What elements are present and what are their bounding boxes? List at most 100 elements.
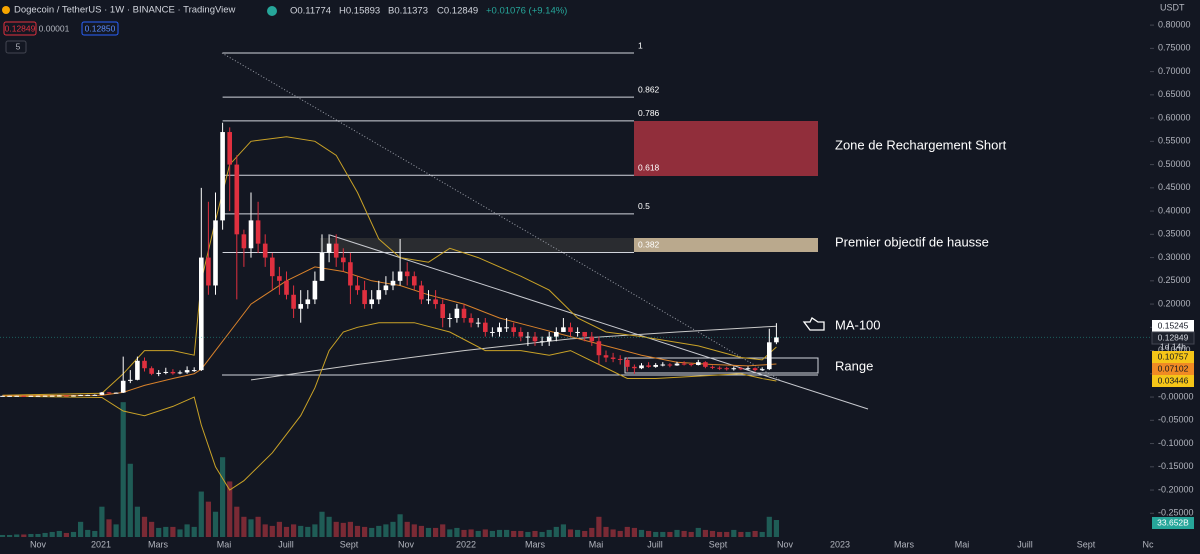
volume-bar [447, 529, 453, 537]
volume-bar [305, 526, 311, 537]
volume-bar [134, 506, 140, 537]
volume-bar [198, 491, 204, 537]
volume-bar [149, 521, 155, 537]
ohlc-value: B0.11373 [388, 6, 428, 17]
ohlc-value: H0.15893 [339, 6, 380, 17]
volume-bar [262, 524, 268, 537]
candle-body [64, 395, 69, 397]
volume-bar [70, 531, 77, 537]
volume-bar [184, 524, 190, 537]
indicator-line [2, 266, 777, 397]
candle-body [319, 252, 325, 281]
volume-bar [127, 463, 133, 537]
volume-bar [411, 524, 417, 537]
candle-body [355, 285, 360, 291]
volume-bar [539, 531, 545, 537]
x-tick-label: Nov [398, 539, 415, 549]
volume-bar [255, 516, 261, 537]
candle-body [582, 331, 587, 337]
volume-bar [212, 511, 219, 537]
candle-body [369, 299, 374, 305]
volume-bar [234, 506, 240, 537]
volume-bar [532, 530, 538, 537]
candle-body [653, 364, 658, 367]
symbol-title: Dogecoin / TetherUS · 1W · BINANCE · Tra… [14, 5, 236, 16]
candle-body [554, 331, 559, 337]
candle-body [681, 363, 687, 365]
x-tick-label: Sept [340, 539, 359, 549]
trend-line [329, 234, 869, 410]
candle-body [404, 271, 410, 277]
ohlc-value: O0.11774 [290, 6, 331, 17]
volume-bar [49, 531, 55, 537]
indicator-count[interactable]: 5 [16, 41, 21, 51]
volume-bar [170, 526, 176, 537]
y-tick-label: 0.60000 [1158, 112, 1191, 122]
y-tick-label: 0.25000 [1158, 275, 1191, 285]
y-tick-label: 0.55000 [1158, 136, 1191, 146]
volume-bar [454, 527, 460, 537]
candle-body [92, 394, 98, 396]
volume-bar [220, 457, 226, 537]
candle-body [213, 220, 218, 286]
y-tick-label: 0.70000 [1158, 66, 1191, 76]
price-tag: 0.15245 [1158, 320, 1189, 330]
price-tag-bg [1152, 351, 1194, 363]
candle-body [433, 299, 438, 305]
volume-bar [21, 534, 27, 537]
volume-bar [560, 524, 566, 537]
x-tick-label: Juill [278, 539, 294, 549]
candle-body [397, 271, 403, 281]
volume-bar [731, 529, 737, 537]
volume-bar [298, 525, 304, 537]
candle-body [575, 331, 580, 333]
candle-body [49, 395, 55, 397]
candle-body [639, 365, 644, 369]
volume-bar [156, 527, 162, 537]
candle-body [603, 355, 609, 358]
status-icon [267, 6, 277, 16]
candle-body [440, 304, 445, 319]
currency[interactable]: USDT [1160, 2, 1185, 12]
volume-bar [624, 526, 630, 537]
volume-bar [35, 533, 41, 537]
volume-bar [475, 530, 481, 537]
volume-bar [766, 516, 772, 537]
candle-body [85, 394, 90, 396]
candle-body [312, 280, 318, 300]
x-tick-label: Mars [894, 539, 914, 549]
volume-bar [205, 501, 211, 537]
volume-bar [724, 531, 730, 537]
candle-body [674, 363, 680, 366]
volume-bar [404, 521, 410, 537]
volume-bar [78, 521, 84, 537]
volume-bar [603, 526, 609, 537]
volume-bar [674, 529, 680, 537]
volume-bar [745, 531, 751, 537]
candle-body [248, 220, 254, 249]
y-tick-label: 0.80000 [1158, 19, 1191, 29]
candle-body [475, 322, 481, 324]
candle-body [390, 280, 396, 286]
volume-bar [646, 530, 652, 537]
volume-bar [667, 531, 673, 537]
spread: 0.00001 [39, 23, 70, 33]
target-band [320, 238, 634, 252]
volume-bar [241, 516, 247, 537]
volume-bar [369, 527, 375, 537]
volume-bar [42, 532, 48, 537]
indicator-toggle[interactable] [5, 40, 27, 54]
candle-body [135, 360, 140, 380]
candle-body [262, 243, 268, 258]
candle-body [767, 342, 772, 370]
volume-bar [191, 526, 197, 537]
volume-bar [418, 525, 424, 537]
candle-body [532, 336, 538, 342]
price-tag-bg [1152, 320, 1194, 332]
volume-bar [518, 530, 524, 537]
x-tick-label: Nov [30, 539, 47, 549]
x-tick-label: Sept [1077, 539, 1096, 549]
ask: 0.12850 [85, 23, 116, 33]
candle-body [71, 395, 76, 397]
y-tick-label: -0.20000 [1158, 484, 1194, 494]
